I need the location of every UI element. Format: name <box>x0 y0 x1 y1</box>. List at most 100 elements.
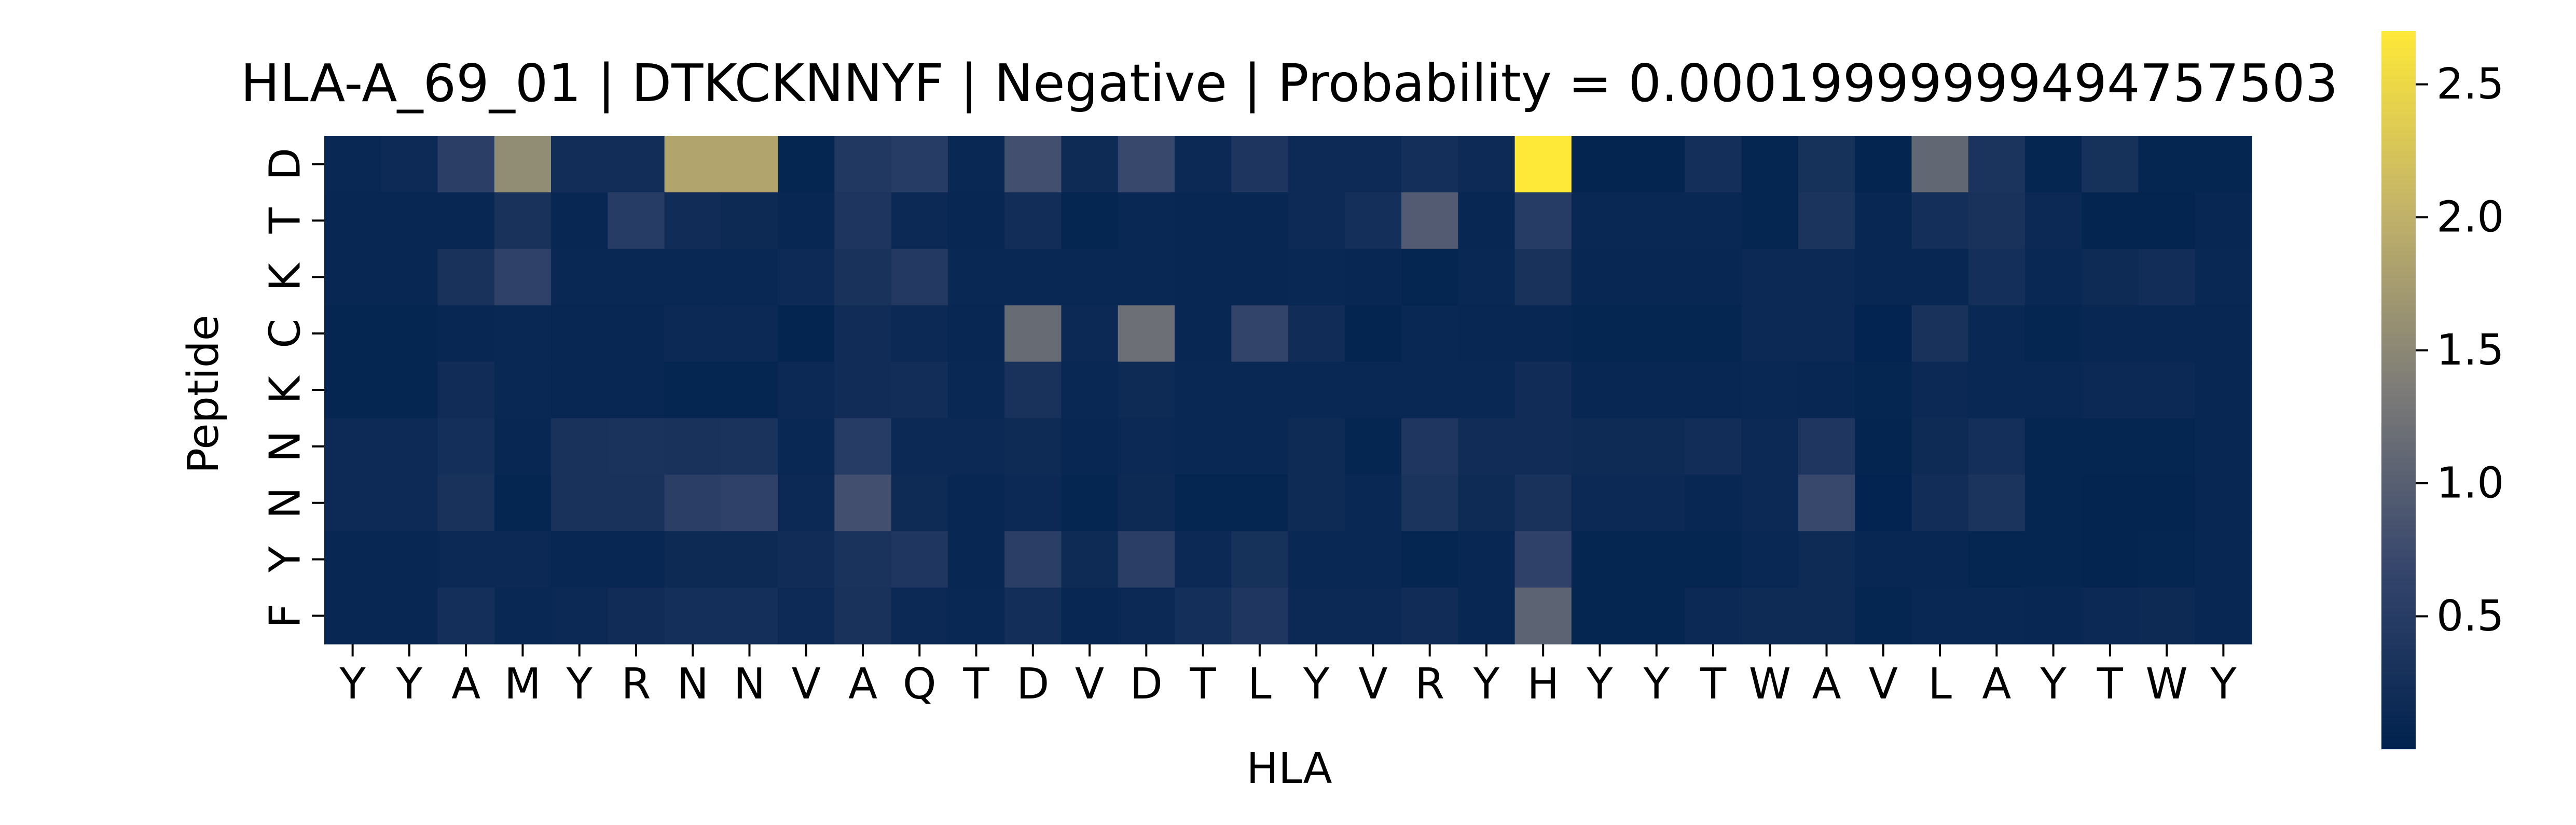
heatmap-cell <box>1288 136 1345 193</box>
heatmap-cell <box>437 305 495 362</box>
heatmap-cell <box>1118 418 1175 475</box>
heatmap-cell <box>1231 136 1289 193</box>
heatmap-cell <box>1968 418 2026 475</box>
x-tick-label: L <box>1928 660 1952 709</box>
heatmap-cell <box>2138 361 2196 419</box>
heatmap-cell <box>1685 305 1742 362</box>
heatmap-cell <box>1741 136 1799 193</box>
x-tick-label: M <box>504 660 541 709</box>
heatmap-cell <box>1855 418 1912 475</box>
heatmap-cell <box>1628 474 1685 532</box>
heatmap-cell <box>778 474 835 532</box>
heatmap-cell <box>2082 192 2139 249</box>
x-tick-label: Y <box>1643 660 1670 709</box>
heatmap-cell <box>1628 531 1685 588</box>
heatmap-cell <box>1401 474 1458 532</box>
heatmap-cell <box>551 192 608 249</box>
heatmap-cell <box>664 192 722 249</box>
x-tick-label: T <box>2097 660 2124 709</box>
heatmap-cell <box>1344 531 1402 588</box>
y-axis-label: Peptide <box>179 315 228 473</box>
heatmap-cell <box>1571 305 1629 362</box>
heatmap-cell <box>1798 418 1855 475</box>
heatmap-cell <box>2024 248 2082 306</box>
heatmap-cell <box>608 418 665 475</box>
heatmap-cell <box>2195 361 2252 419</box>
heatmap-cell <box>947 192 1005 249</box>
heatmap-cell <box>1458 192 1516 249</box>
heatmap-cell <box>1231 588 1289 645</box>
heatmap-cell <box>494 418 552 475</box>
colorbar <box>2381 31 2416 749</box>
heatmap-cell <box>1685 588 1742 645</box>
x-tick-label: Y <box>1303 660 1330 709</box>
y-tick-label: K <box>261 375 310 404</box>
heatmap-cell <box>1231 192 1289 249</box>
heatmap-cell <box>1741 474 1799 532</box>
x-tick-label: V <box>1358 660 1387 709</box>
heatmap-cell <box>1571 361 1629 419</box>
heatmap-cell <box>1685 192 1742 249</box>
heatmap-cell <box>608 531 665 588</box>
heatmap-cell <box>1344 361 1402 419</box>
heatmap-cell <box>1798 588 1855 645</box>
heatmap-cell <box>381 474 438 532</box>
heatmap-cell <box>1401 361 1458 419</box>
heatmap-cell <box>1174 361 1232 419</box>
heatmap-cell <box>1798 361 1855 419</box>
heatmap-cell <box>1004 248 1062 306</box>
x-tick-label: W <box>2146 660 2188 709</box>
heatmap-cell <box>1741 361 1799 419</box>
heatmap-cell <box>778 305 835 362</box>
heatmap-cell <box>1118 248 1175 306</box>
heatmap-cell <box>947 474 1005 532</box>
heatmap-cell <box>494 588 552 645</box>
heatmap-cell <box>1571 418 1629 475</box>
x-tick-label: T <box>1190 660 1217 709</box>
heatmap-cell <box>1514 192 1572 249</box>
heatmap-cell <box>381 136 438 193</box>
heatmap-cell <box>1628 192 1685 249</box>
heatmap-cell <box>1628 136 1685 193</box>
heatmap-cell <box>437 588 495 645</box>
heatmap-cell <box>608 588 665 645</box>
heatmap-cell <box>891 361 948 419</box>
heatmap-cell <box>664 305 722 362</box>
heatmap-cell <box>1174 248 1232 306</box>
heatmap-cell <box>381 588 438 645</box>
heatmap-cell <box>1401 305 1458 362</box>
heatmap-cell <box>1458 474 1516 532</box>
heatmap-cell <box>664 361 722 419</box>
heatmap-cell <box>834 192 892 249</box>
heatmap-cell <box>1911 305 1969 362</box>
heatmap-cell <box>324 248 381 306</box>
heatmap-cell <box>1344 248 1402 306</box>
heatmap-cell <box>1571 474 1629 532</box>
heatmap-cell <box>2082 474 2139 532</box>
heatmap-cell <box>2082 588 2139 645</box>
heatmap-cell <box>1571 588 1629 645</box>
heatmap-cell <box>834 361 892 419</box>
heatmap-cell <box>1968 588 2026 645</box>
heatmap-cell <box>721 361 778 419</box>
heatmap-cell <box>324 361 381 419</box>
heatmap-cell <box>437 136 495 193</box>
heatmap-cell <box>2138 588 2196 645</box>
heatmap-cell <box>721 305 778 362</box>
heatmap-cell <box>1004 588 1062 645</box>
heatmap-cell <box>1004 361 1062 419</box>
heatmap-cell <box>381 418 438 475</box>
heatmap-cell <box>2195 248 2252 306</box>
heatmap-cell <box>1685 418 1742 475</box>
heatmap-cell <box>437 192 495 249</box>
heatmap-cell <box>1968 136 2026 193</box>
heatmap-cell <box>1628 305 1685 362</box>
heatmap-cell <box>2082 305 2139 362</box>
x-axis-label: HLA <box>1246 744 1332 793</box>
heatmap-cell <box>1911 531 1969 588</box>
heatmap-cell <box>1855 305 1912 362</box>
heatmap-cell <box>1231 305 1289 362</box>
heatmap-cell <box>947 531 1005 588</box>
heatmap-cell <box>1061 305 1119 362</box>
heatmap-cell <box>2082 136 2139 193</box>
